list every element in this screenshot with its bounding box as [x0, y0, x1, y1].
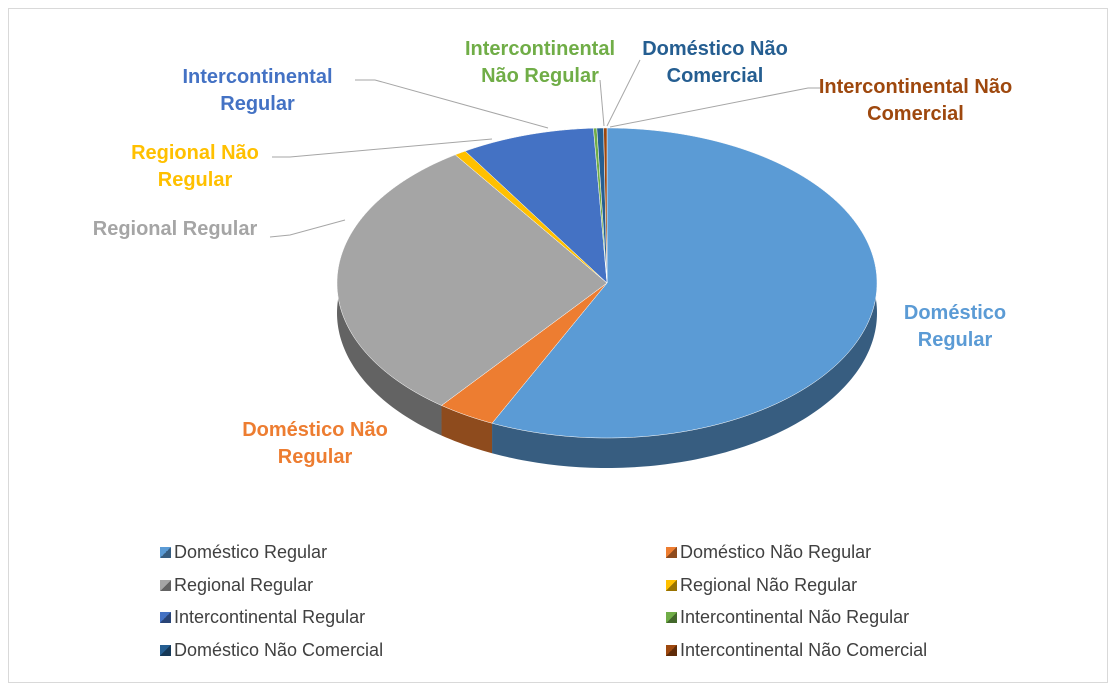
data-label: Regional Regular [92, 218, 258, 240]
leader-lines [269, 59, 820, 238]
pie-tops [336, 127, 878, 439]
legend-label: Intercontinental Regular [174, 607, 366, 628]
legend-item: Intercontinental Não Comercial [666, 639, 927, 661]
data-label: Doméstico Regular [903, 302, 1007, 351]
data-label: Doméstico Não Comercial [642, 38, 788, 87]
data-label: Intercontinental Regular [182, 66, 333, 115]
legend-swatch [666, 579, 677, 591]
legend-swatch [160, 645, 171, 657]
leader-line [272, 138, 493, 158]
legend-label: Doméstico Regular [174, 542, 328, 562]
pie-side [441, 405, 493, 454]
legend-swatch [666, 547, 677, 558]
leader-line [609, 87, 820, 128]
legend-item: Regional Não Regular [666, 574, 857, 596]
pie-slice [491, 127, 878, 439]
legend-item: Regional Regular [160, 574, 313, 596]
legend-label: Intercontinental Não Regular [680, 607, 910, 628]
legend-swatch [160, 612, 171, 624]
legend-swatch [666, 645, 677, 657]
legend-swatch [160, 547, 171, 558]
leader-line [599, 79, 605, 127]
data-label: Intercontinental Não Regular [464, 38, 615, 87]
legend-item: Doméstico Não Comercial [160, 639, 383, 661]
pie-slice [336, 154, 608, 406]
legend-swatch [666, 612, 677, 624]
legend-label: Doméstico Não Regular [680, 542, 872, 562]
pie-slice [464, 127, 608, 284]
pie-side [492, 128, 877, 468]
legend-label: Regional Não Regular [680, 574, 858, 595]
legend-label: Regional Regular [174, 574, 314, 595]
legend-item: Doméstico Regular [160, 541, 327, 563]
legend-item: Intercontinental Regular [160, 606, 365, 628]
data-label: Intercontinental Não Comercial [818, 76, 1013, 125]
legend-swatch [160, 579, 171, 591]
data-label: Doméstico Não Regular [242, 419, 388, 468]
leader-line [606, 59, 641, 127]
pie-slice [441, 282, 608, 424]
pie-slice [603, 127, 608, 284]
legend-label: Doméstico Não Comercial [174, 640, 384, 661]
leader-line [355, 79, 549, 129]
legend-label: Intercontinental Não Comercial [680, 640, 928, 661]
data-label: Regional Não Regular [131, 142, 259, 191]
leader-line [269, 219, 346, 238]
legend-item: Intercontinental Não Regular [666, 606, 909, 628]
legend-item: Doméstico Não Regular [666, 541, 871, 563]
